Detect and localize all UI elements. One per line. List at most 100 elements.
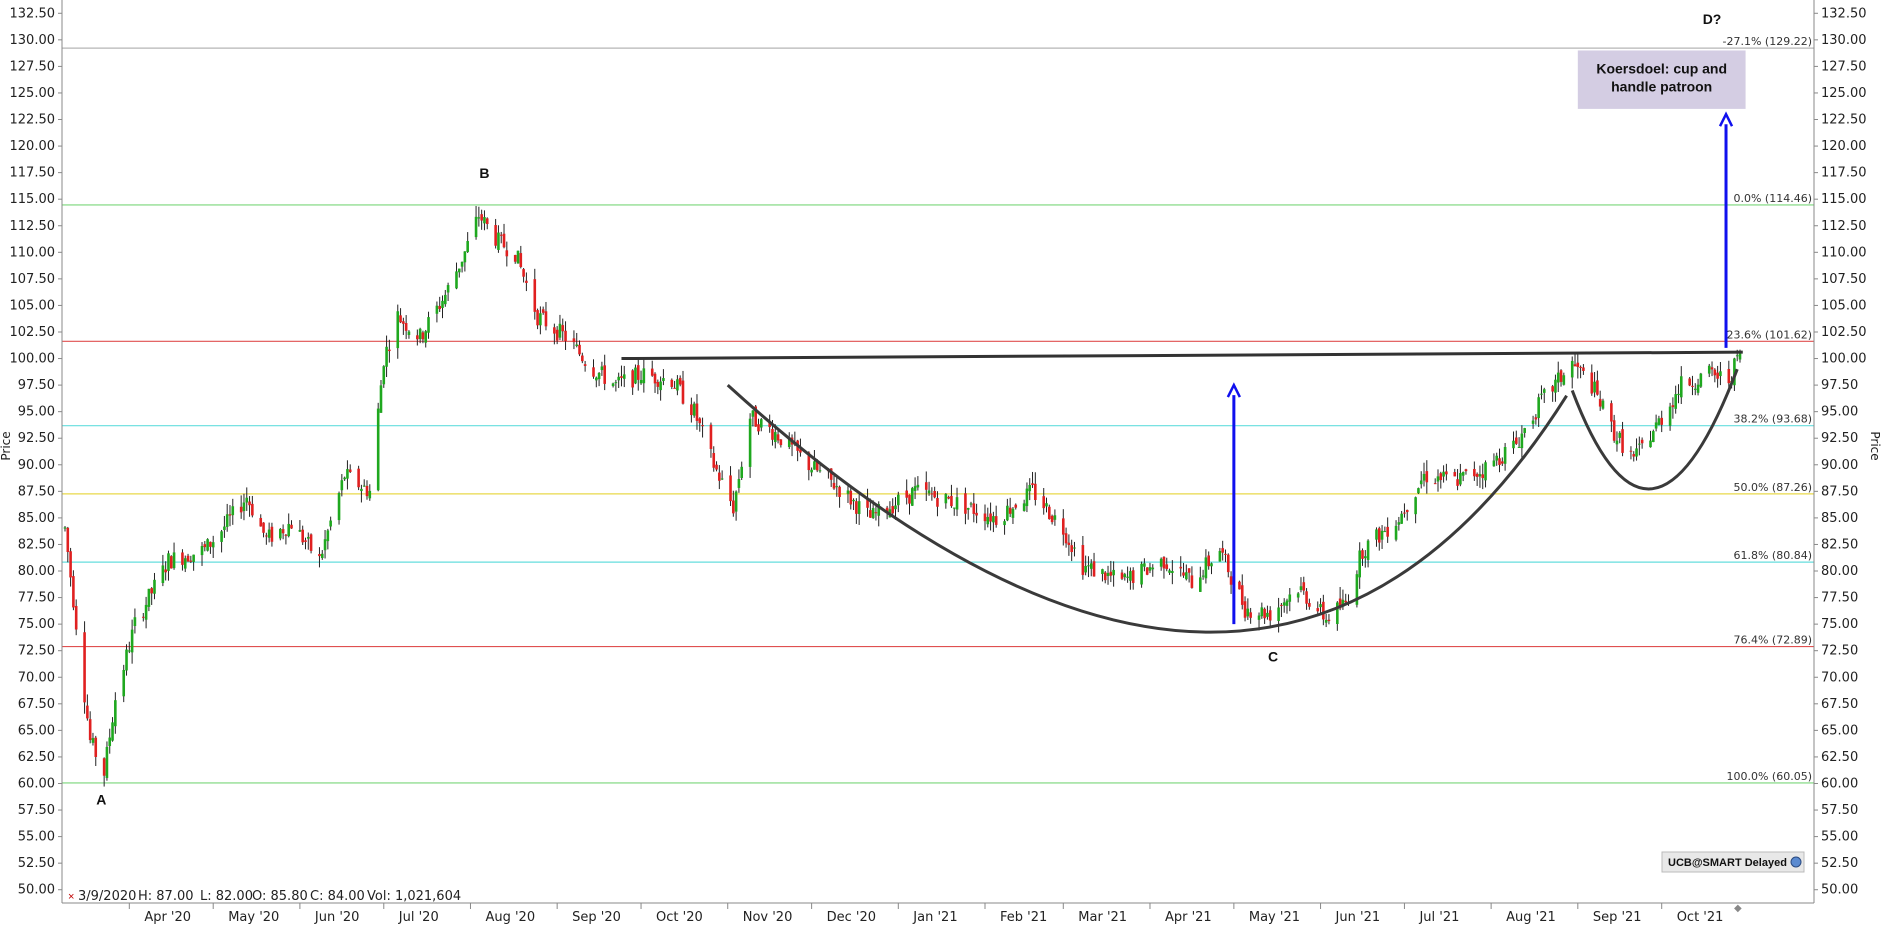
candle-up: [1168, 570, 1171, 572]
candle-up: [1160, 559, 1163, 567]
candle-up: [1398, 522, 1401, 525]
candle-up: [1537, 397, 1540, 418]
candle-up: [167, 553, 170, 571]
candle-up: [1297, 593, 1300, 597]
candle-down: [620, 376, 623, 378]
candle-down: [282, 529, 285, 533]
candle-down: [682, 381, 685, 404]
candle-down: [869, 510, 872, 518]
candle-up: [1616, 441, 1619, 445]
y-tick-label: 115.00: [10, 192, 56, 207]
candle-down: [1465, 469, 1468, 471]
candle-up: [1638, 444, 1641, 445]
candle-up: [1484, 462, 1487, 480]
x-tick-label: May '21: [1249, 910, 1300, 925]
candle-up: [601, 366, 604, 370]
candle-down: [1582, 367, 1585, 370]
candle-up: [617, 377, 620, 381]
candle-down: [1481, 474, 1484, 478]
candle-up: [478, 217, 481, 218]
candle-up: [897, 495, 900, 505]
candle-up: [148, 589, 151, 607]
candle-up: [1459, 473, 1462, 484]
candle-up: [956, 497, 959, 509]
candle-up: [436, 306, 439, 314]
candle-up: [1462, 472, 1465, 476]
y-tick-label: 62.50: [18, 750, 55, 765]
y-tick-label: 97.50: [18, 378, 55, 393]
data-source-badge: UCB@SMART Delayed: [1662, 852, 1804, 872]
candle-up: [497, 233, 500, 250]
candle-down: [1070, 545, 1073, 552]
candle-up: [1512, 441, 1515, 449]
candle-up: [1003, 521, 1006, 525]
candle-down: [229, 514, 232, 515]
candle-up: [1518, 447, 1521, 448]
candle-up: [1143, 563, 1146, 566]
y-tick-label: 100.00: [10, 352, 56, 367]
candle-up: [643, 368, 646, 383]
candle-down: [984, 514, 987, 522]
candle-up: [1655, 422, 1658, 428]
y-tick-label: 112.50: [10, 219, 56, 234]
y-tick-label: 100.00: [1821, 352, 1867, 367]
candle-up: [1504, 447, 1507, 464]
candle-up: [1288, 594, 1291, 601]
candle-up: [1140, 564, 1143, 585]
y-tick-label: 82.50: [1821, 537, 1858, 552]
candle-down: [480, 214, 483, 220]
candle-up: [986, 517, 989, 524]
fib-level-label: 76.4% (72.89): [1733, 634, 1812, 647]
candle-up: [226, 514, 229, 527]
y-tick-label: 125.00: [10, 86, 56, 101]
candle-down: [1453, 472, 1456, 476]
candle-down: [1476, 474, 1479, 477]
candle-down: [891, 506, 894, 513]
candle-down: [265, 535, 268, 536]
candle-down: [533, 279, 536, 312]
candle-down: [1009, 508, 1012, 514]
candle-down: [584, 364, 587, 366]
candle-down: [536, 310, 539, 325]
candle-down: [1498, 458, 1501, 465]
candle-up: [894, 505, 897, 509]
candle-up: [1202, 576, 1205, 577]
candle-up: [740, 467, 743, 478]
candle-up: [125, 650, 128, 671]
candle-up: [1261, 607, 1264, 616]
candle-up: [377, 409, 380, 491]
status-high: H: 87.00: [138, 889, 194, 904]
candle-up: [992, 516, 995, 522]
y-tick-label: 50.00: [1821, 883, 1858, 898]
candle-down: [86, 706, 89, 719]
candle-up: [321, 554, 324, 558]
candle-down: [908, 495, 911, 504]
candle-up: [131, 630, 134, 653]
candle-up: [324, 539, 327, 550]
candle-up: [1090, 563, 1093, 569]
candle-up: [201, 546, 204, 555]
candle-down: [1062, 518, 1065, 534]
candle-up: [911, 488, 914, 506]
candle-down: [1688, 379, 1691, 386]
y-tick-label: 132.50: [1821, 6, 1867, 21]
candle-down: [494, 225, 497, 246]
candle-up: [1652, 431, 1655, 442]
candle-down: [578, 345, 581, 355]
candle-up: [122, 670, 125, 696]
candle-up: [346, 469, 349, 479]
candle-up: [162, 565, 165, 583]
candle-up: [408, 332, 411, 335]
y-tick-label: 77.50: [18, 591, 55, 606]
y-tick-label: 57.50: [1821, 803, 1858, 818]
candle-up: [153, 580, 156, 594]
candle-up: [1185, 572, 1188, 579]
candle-down: [1630, 451, 1633, 452]
candle-down: [1051, 516, 1054, 522]
candle-down: [301, 530, 304, 543]
candle-up: [1677, 394, 1680, 395]
candle-down: [553, 327, 556, 333]
scroll-handle-icon[interactable]: ◆: [1734, 903, 1742, 914]
x-tick-label: Apr '20: [144, 910, 191, 925]
fib-level-label: 38.2% (93.68): [1733, 413, 1812, 426]
